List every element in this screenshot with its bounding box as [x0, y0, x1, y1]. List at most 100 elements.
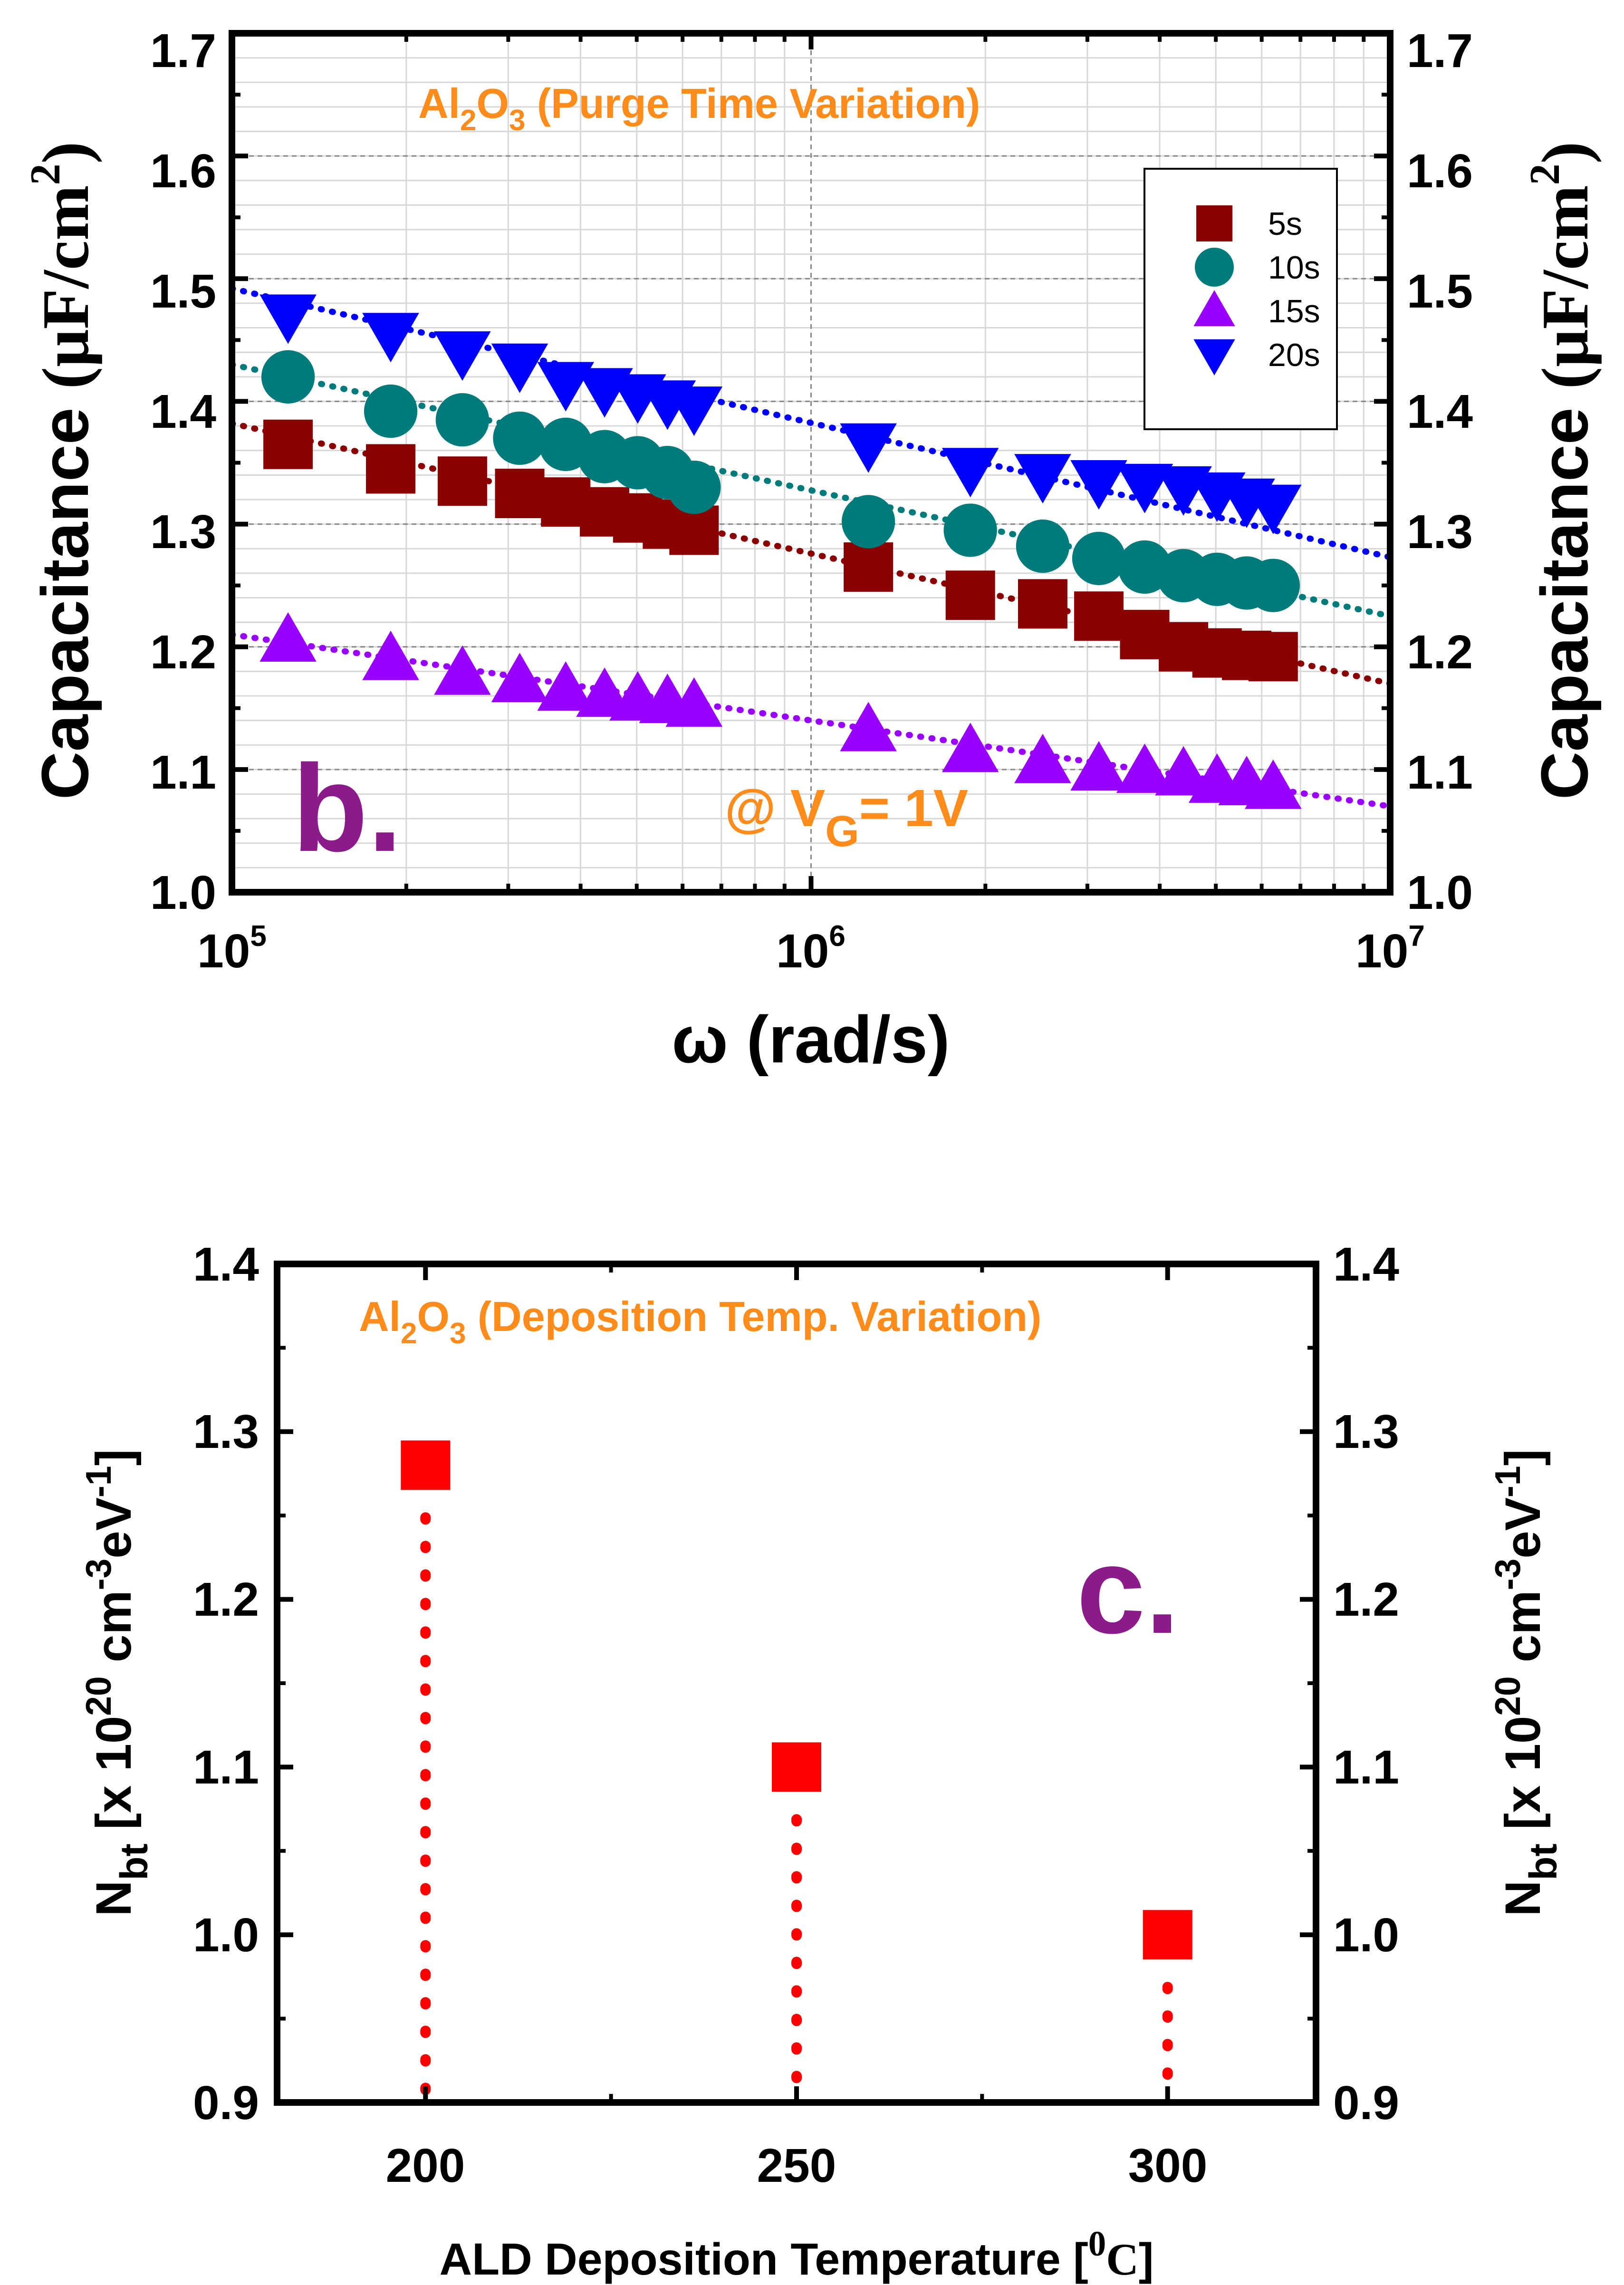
data-point-10s — [841, 495, 895, 549]
y-tick-label: 1.0 — [1407, 866, 1473, 919]
y-tick-label: 1.3 — [193, 1405, 259, 1458]
data-point-15s — [491, 653, 548, 703]
y-tick-label: 1.4 — [1407, 385, 1473, 438]
chart-b-y-tick-labels-left: 1.0 1.1 1.2 1.3 1.4 1.5 1.6 1.7 — [150, 24, 216, 919]
chart-c-stems — [420, 1512, 1173, 2103]
data-point-10s — [667, 460, 721, 514]
x-tick-label: 106 — [776, 920, 846, 978]
data-point-20s — [362, 313, 419, 363]
x-tick-label: 105 — [197, 920, 267, 978]
data-point-15s — [1116, 743, 1173, 793]
legend-label: 5s — [1268, 206, 1302, 242]
data-point-5s — [366, 444, 416, 494]
data-point — [772, 1742, 821, 1792]
data-point-5s — [437, 456, 487, 506]
legend-marker-10s — [1194, 247, 1234, 287]
data-point-10s — [1016, 519, 1070, 573]
chart-c-x-tick-labels: 200 250 300 — [386, 2139, 1208, 2192]
data-point-15s — [1155, 746, 1212, 796]
x-tick-label: 200 — [386, 2139, 465, 2192]
chart-c-ticks — [277, 1262, 1316, 2105]
y-tick-label: 0.9 — [1333, 2076, 1399, 2130]
chart-b-fit-lines — [229, 285, 1393, 810]
y-tick-label: 1.7 — [1407, 24, 1473, 77]
data-point-10s — [1072, 531, 1126, 586]
y-tick-label: 1.2 — [150, 626, 216, 679]
data-point-10s — [435, 393, 490, 447]
data-point-5s — [1074, 591, 1124, 641]
y-tick-label: 1.0 — [150, 866, 216, 919]
chart-c-data-points — [401, 1440, 1192, 1960]
y-tick-label: 1.0 — [193, 1909, 259, 1962]
chart-c-x-axis-title: ALD Deposition Temperature [0C] — [439, 2224, 1153, 2285]
data-point-20s — [434, 331, 491, 381]
chart-b-y-axis-title-left: Capacitance (μF/cm2) — [22, 142, 103, 800]
capacitance-chart: 1.0 1.1 1.2 1.3 1.4 1.5 1.6 1.7 1.0 1.1 … — [22, 24, 1602, 1077]
data-point-20s — [840, 423, 897, 473]
data-point-5s — [844, 542, 894, 592]
data-point-15s — [434, 645, 491, 695]
chart-c-y-axis-title-right: Nbt [x 1020 cm-3eV-1] — [1488, 1449, 1565, 1917]
legend-marker-20s — [1193, 339, 1235, 376]
legend-label: 15s — [1268, 293, 1320, 329]
data-point-20s — [942, 448, 999, 498]
data-point-20s — [259, 294, 317, 344]
data-point-10s — [943, 503, 997, 557]
data-point-5s — [1018, 579, 1067, 629]
y-tick-label: 0.9 — [193, 2076, 259, 2130]
legend-label: 10s — [1268, 250, 1320, 286]
chart-c-frame — [274, 1261, 1319, 2106]
y-tick-label: 1.6 — [1407, 145, 1473, 198]
data-point — [1143, 1910, 1192, 1960]
y-tick-label: 1.0 — [1333, 1909, 1399, 1962]
fit-line-20s — [229, 285, 1393, 560]
chart-b-y-tick-labels-right: 1.0 1.1 1.2 1.3 1.4 1.5 1.6 1.7 — [1407, 24, 1473, 919]
data-point-20s — [491, 343, 548, 393]
y-tick-label: 1.3 — [1333, 1405, 1399, 1458]
chart-b-ticks — [230, 31, 1393, 895]
data-point-10s — [493, 411, 547, 465]
x-tick-label: 250 — [757, 2139, 836, 2192]
y-tick-label: 1.4 — [1333, 1238, 1399, 1291]
data-point-20s — [1116, 463, 1173, 513]
y-tick-label: 1.7 — [150, 24, 216, 77]
data-point-5s — [495, 469, 545, 519]
x-tick-label: 300 — [1128, 2139, 1208, 2192]
data-point-20s — [1245, 484, 1302, 534]
y-tick-label: 1.5 — [1407, 265, 1473, 318]
data-point-15s — [1245, 759, 1302, 809]
y-tick-label: 1.3 — [1407, 505, 1473, 559]
legend-entries: 5s 10s 15s 20s — [1193, 205, 1320, 376]
y-tick-label: 1.2 — [1333, 1573, 1399, 1626]
y-tick-label: 1.1 — [1407, 746, 1473, 799]
data-point-15s — [537, 661, 595, 711]
data-point-20s — [665, 386, 723, 436]
y-tick-label: 1.5 — [150, 265, 216, 318]
data-point-20s — [1014, 454, 1071, 504]
data-point-15s — [942, 723, 999, 772]
y-tick-label: 1.6 — [150, 145, 216, 198]
legend-marker-15s — [1193, 290, 1235, 327]
fit-line-5s — [229, 420, 1393, 687]
chart-b-title: Al2O3 (Purge Time Variation) — [418, 80, 980, 137]
chart-b-legend: 5s 10s 15s 20s — [1144, 168, 1338, 430]
data-point-5s — [1248, 632, 1298, 682]
y-tick-label: 1.4 — [150, 385, 216, 438]
chart-c-title: Al2O3 (Deposition Temp. Variation) — [359, 1293, 1041, 1350]
chart-c-panel-label: c. — [1076, 1522, 1180, 1659]
data-point — [401, 1440, 451, 1490]
y-tick-label: 1.2 — [1407, 626, 1473, 679]
y-tick-label: 1.1 — [150, 746, 216, 799]
y-tick-label: 1.4 — [193, 1238, 259, 1291]
data-point-20s — [1070, 460, 1127, 510]
data-point-15s — [665, 677, 723, 727]
data-point-10s — [364, 384, 418, 438]
chart-b-data-points — [259, 294, 1302, 809]
data-point-15s — [259, 612, 317, 662]
data-point-15s — [1070, 741, 1127, 791]
data-point-15s — [840, 702, 897, 752]
data-point-15s — [362, 630, 419, 680]
chart-b-x-axis-title: ω (rad/s) — [672, 1002, 950, 1077]
chart-c-y-tick-labels-left: 0.9 1.0 1.1 1.2 1.3 1.4 — [193, 1238, 259, 2130]
